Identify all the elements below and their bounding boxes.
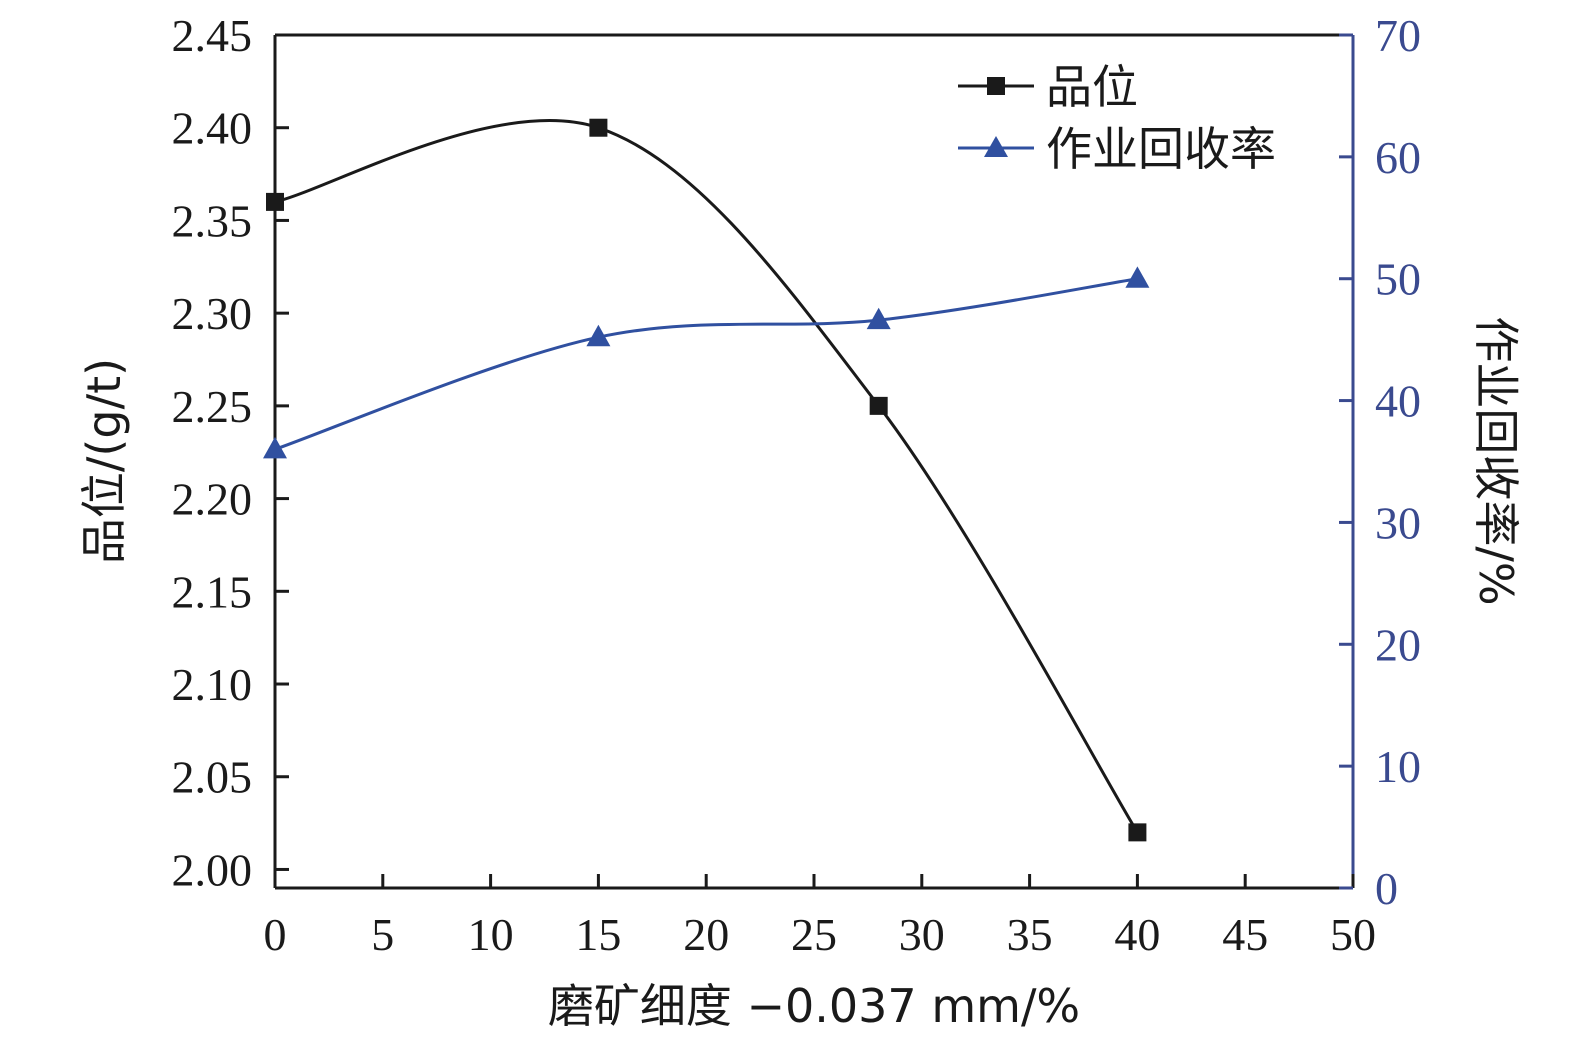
y-right-tick-label: 60	[1375, 132, 1421, 183]
y-right-tick-label: 0	[1375, 863, 1398, 914]
data-point-square	[869, 396, 888, 415]
series-recovery	[263, 266, 1150, 459]
y-axis-left-title: 品位/(g/t)	[77, 358, 131, 564]
y-right-tick-label: 30	[1375, 497, 1421, 548]
x-tick-label: 0	[264, 909, 287, 960]
x-axis-title: 磨矿细度 −0.037 mm/%	[548, 979, 1080, 1033]
data-point-triangle	[866, 307, 891, 330]
x-tick-label: 35	[1007, 909, 1053, 960]
data-point-triangle	[263, 436, 287, 459]
legend-label: 品位	[1046, 60, 1138, 114]
series-line	[274, 277, 1138, 451]
y-axis-right-ticks: 0 10 20 30 40 50 60 70	[1339, 10, 1421, 914]
y-left-tick-label: 2.10	[172, 659, 253, 710]
x-tick-label: 25	[791, 909, 837, 960]
y-left-tick-label: 2.15	[172, 566, 253, 617]
x-tick-label: 15	[575, 909, 621, 960]
series-line	[274, 118, 1139, 834]
x-tick-label: 50	[1330, 909, 1376, 960]
x-tick-label: 30	[899, 909, 945, 960]
data-point-square	[266, 192, 284, 211]
y-right-tick-label: 40	[1375, 376, 1421, 427]
plot-frame	[273, 33, 1355, 890]
data-point-triangle	[1125, 266, 1150, 288]
x-tick-label: 5	[371, 909, 394, 960]
legend-marker-triangle	[984, 136, 1008, 157]
y-left-tick-label: 2.00	[172, 844, 253, 895]
x-tick-label: 20	[683, 909, 729, 960]
y-right-tick-label: 70	[1375, 10, 1421, 61]
y-axis-left-ticks: 2.00 2.05 2.10 2.15 2.20 2.25 2.30 2.35 2.40 2.45	[172, 10, 289, 895]
x-tick-label: 45	[1222, 909, 1268, 960]
data-point-square	[589, 118, 608, 137]
y-right-tick-label: 10	[1375, 741, 1421, 792]
y-right-tick-label: 50	[1375, 254, 1421, 305]
y-left-tick-label: 2.25	[172, 381, 253, 432]
y-left-tick-label: 2.45	[172, 10, 253, 61]
y-left-tick-label: 2.30	[172, 288, 253, 339]
x-axis-ticks: 0 5 10 15 20 25 30 35 40 45 50	[264, 874, 1376, 960]
legend-marker-square	[987, 77, 1005, 95]
y-left-tick-label: 2.20	[172, 474, 253, 525]
y-left-tick-label: 2.35	[172, 195, 253, 246]
series-layer	[263, 118, 1150, 842]
x-tick-label: 40	[1114, 909, 1160, 960]
legend-label: 作业回收率	[1046, 122, 1276, 176]
x-tick-label: 10	[468, 909, 514, 960]
data-point-square	[1128, 823, 1147, 842]
series-grade	[266, 118, 1147, 842]
y-left-tick-label: 2.40	[172, 103, 253, 154]
y-right-tick-label: 20	[1375, 619, 1421, 670]
y-left-tick-label: 2.05	[172, 752, 253, 803]
y-axis-right-title: 作业回收率/%	[1469, 316, 1523, 605]
data-point-triangle	[586, 324, 611, 347]
